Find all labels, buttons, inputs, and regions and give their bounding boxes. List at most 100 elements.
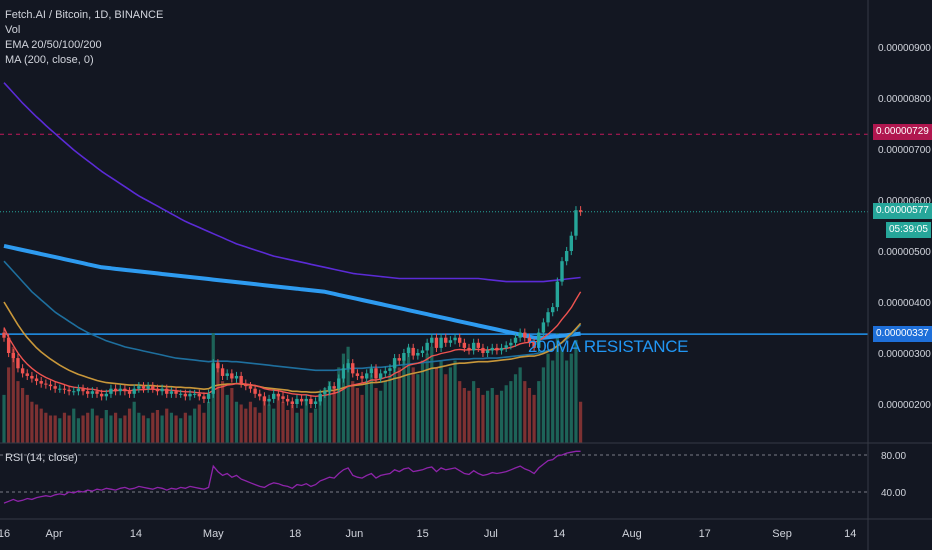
volume-bar <box>90 408 94 443</box>
candle-body <box>258 393 262 397</box>
candle-body <box>453 337 457 341</box>
volume-bar <box>25 394 29 443</box>
candle-body <box>230 373 234 379</box>
candle-body <box>62 388 67 390</box>
candle-body <box>476 342 480 348</box>
candle-body <box>462 342 467 348</box>
volume-bar <box>406 346 411 443</box>
candle-body <box>239 375 243 384</box>
candle-body <box>127 391 132 394</box>
volume-bar <box>579 401 583 443</box>
volume-bar <box>244 408 248 443</box>
candle-body <box>295 398 299 404</box>
volume-bar <box>174 415 178 443</box>
candle-body <box>53 386 57 389</box>
price-tick-label: 0.00000700 <box>878 145 931 156</box>
candle-body <box>169 391 174 394</box>
time-tick-label: May <box>203 528 224 540</box>
ema-label[interactable]: EMA 20/50/100/200 <box>5 39 102 51</box>
candle-body <box>86 391 90 394</box>
volume-bar <box>551 360 555 443</box>
candle-body <box>104 393 108 397</box>
candle-body <box>304 398 308 402</box>
candle-body <box>323 391 327 394</box>
volume-bar <box>188 415 192 443</box>
volume-bar <box>388 374 392 443</box>
candle-body <box>109 388 113 394</box>
candle-body <box>490 347 494 351</box>
volume-bar <box>258 412 262 443</box>
volume-bar <box>383 381 387 443</box>
volume-bar <box>458 381 462 443</box>
candle-body <box>313 401 318 404</box>
candle-body <box>309 398 313 404</box>
candle-body <box>99 393 104 397</box>
volume-bar <box>476 388 480 443</box>
volume-bar <box>355 388 359 443</box>
ma-label[interactable]: MA (200, close, 0) <box>5 54 94 66</box>
candle-body <box>11 353 15 359</box>
time-tick-label: Aug <box>622 528 642 540</box>
volume-bar <box>309 412 313 443</box>
rsi-pane <box>3 450 581 504</box>
volume-bar <box>58 418 62 443</box>
candle-body <box>192 393 197 395</box>
candle-body <box>216 363 220 369</box>
candle-body <box>155 388 160 392</box>
volume-bar <box>346 346 350 443</box>
volume-bar <box>467 390 471 443</box>
rsi-label[interactable]: RSI (14, close) <box>5 452 78 464</box>
candle-body <box>560 261 564 282</box>
candle-body <box>527 337 532 343</box>
volume-label[interactable]: Vol <box>5 24 21 36</box>
candle-body <box>388 368 392 371</box>
volume-bar <box>327 381 332 443</box>
candle-body <box>369 368 374 374</box>
resistance-high-tag: 0.00000729 <box>873 124 932 140</box>
candle-body <box>165 388 169 394</box>
volume-bar <box>95 415 99 443</box>
volume-bar <box>411 367 415 443</box>
volume-bar <box>304 401 308 443</box>
candle-body <box>402 353 406 361</box>
volume-bar <box>527 388 532 443</box>
volume-bar <box>495 394 499 443</box>
candle-body <box>551 307 555 313</box>
rsi-line <box>3 450 581 504</box>
candle-body <box>179 393 183 395</box>
candle-body <box>574 210 578 236</box>
volume-bar <box>416 374 420 443</box>
ma200-line <box>3 82 581 283</box>
volume-bar <box>127 408 132 443</box>
candle-body <box>234 375 239 379</box>
volume-bar <box>230 388 234 443</box>
ma200-resistance-tag: 0.00000337 <box>873 326 932 342</box>
candle-body <box>351 363 355 374</box>
volume-bar <box>183 412 187 443</box>
volume-bar <box>374 388 378 443</box>
volume-bar <box>100 418 104 443</box>
volume-bar <box>532 394 536 443</box>
volume-bar <box>537 381 541 443</box>
candle-body <box>30 375 34 379</box>
symbol-title[interactable]: Fetch.AI / Bitcoin, 1D, BINANCE <box>5 9 164 21</box>
candle-body <box>416 353 420 356</box>
volume-bar <box>197 404 201 443</box>
volume-bar <box>462 388 466 443</box>
candle-body <box>113 388 118 392</box>
candle-body <box>532 342 536 348</box>
candle-body <box>160 388 164 392</box>
volume-bar <box>402 353 406 443</box>
volume-bar <box>379 390 383 443</box>
candle-body <box>76 388 81 392</box>
time-tick-label: Apr <box>45 528 62 540</box>
candle-body <box>444 337 448 343</box>
candle-body <box>285 398 290 402</box>
volume-bar <box>569 353 573 443</box>
volume-bar <box>365 381 369 443</box>
resistance-annotation[interactable]: 200MA RESISTANCE <box>528 337 689 356</box>
volume-bar <box>434 367 439 443</box>
volume-bar <box>425 353 429 443</box>
